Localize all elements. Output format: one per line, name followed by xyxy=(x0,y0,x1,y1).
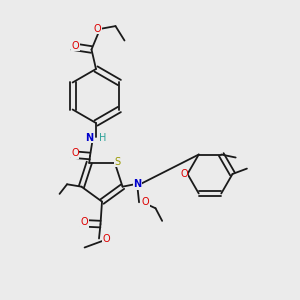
Text: N: N xyxy=(85,133,93,143)
Text: S: S xyxy=(115,157,121,167)
Text: O: O xyxy=(103,233,110,244)
Text: O: O xyxy=(81,217,88,227)
Text: O: O xyxy=(72,41,80,51)
Text: O: O xyxy=(142,197,149,207)
Text: O: O xyxy=(94,23,101,34)
Text: O: O xyxy=(180,169,188,179)
Text: H: H xyxy=(99,133,106,143)
Text: O: O xyxy=(71,148,79,158)
Text: N: N xyxy=(134,179,142,189)
